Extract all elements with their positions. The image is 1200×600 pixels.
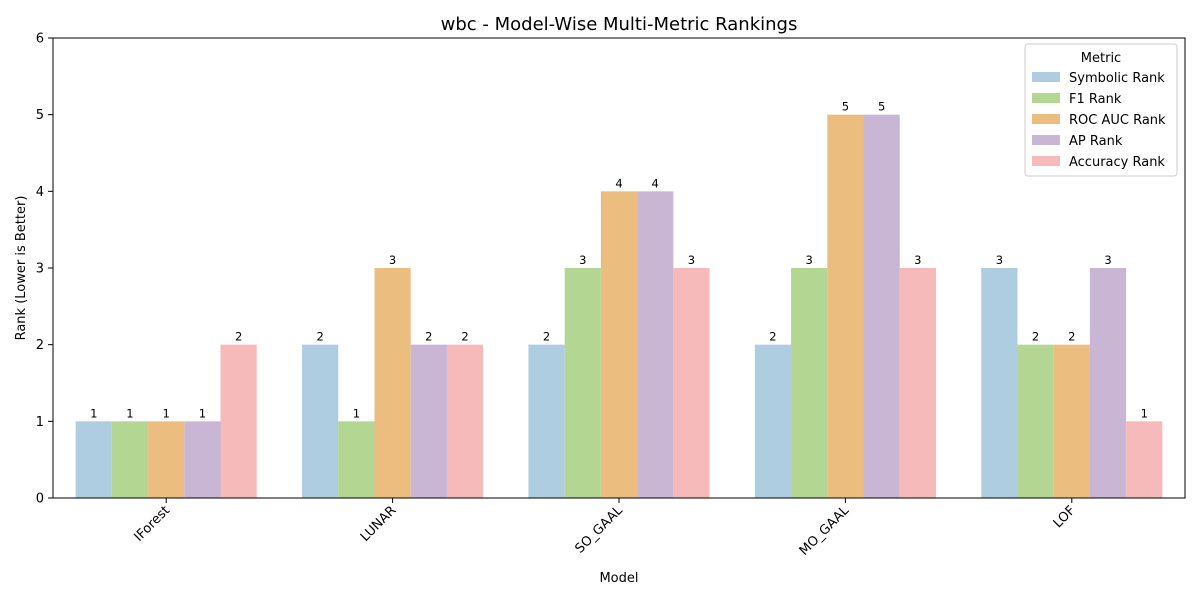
legend-title: Metric: [1081, 51, 1121, 66]
legend-entry-label: AP Rank: [1069, 134, 1123, 149]
bar-value-label: 1: [199, 406, 206, 420]
bar-value-label: 1: [1141, 406, 1148, 420]
bar-so_gaal-3: [637, 191, 674, 499]
y-tick-label: 6: [36, 32, 44, 47]
y-tick-label: 2: [36, 338, 44, 353]
legend-swatch: [1032, 135, 1060, 145]
bar-value-label: 3: [806, 253, 813, 267]
bar-lof-2: [1053, 344, 1090, 498]
y-tick-label: 4: [36, 185, 44, 200]
bar-value-label: 3: [914, 253, 921, 267]
bar-so_gaal-0: [528, 344, 565, 498]
bar-iforest-4: [220, 344, 257, 498]
bar-mo_gaal-1: [791, 268, 828, 498]
bar-lof-4: [1126, 421, 1163, 498]
y-tick-label: 1: [36, 415, 44, 430]
legend-frame: [1024, 43, 1178, 177]
bar-value-label: 2: [543, 330, 550, 344]
bar-lunar-4: [446, 344, 484, 498]
x-tick-label: LUNAR: [358, 503, 400, 545]
legend-entry-label: Accuracy Rank: [1069, 155, 1165, 170]
bar-value-label: 3: [996, 253, 1003, 267]
bar-value-label: 2: [1068, 330, 1075, 344]
bar-so_gaal-1: [564, 268, 601, 498]
x-tick-label: SO_GAAL: [572, 503, 626, 557]
bar-value-label: 2: [316, 330, 323, 344]
bar-mo_gaal-2: [827, 114, 864, 499]
bar-value-label: 3: [389, 253, 396, 267]
bar-mo_gaal-4: [899, 268, 936, 498]
bar-lof-3: [1089, 268, 1127, 498]
bar-lunar-1: [338, 421, 375, 498]
bar-mo_gaal-0: [754, 344, 792, 498]
y-tick-label: 3: [36, 262, 44, 277]
bar-value-label: 3: [688, 253, 695, 267]
legend-swatch: [1032, 72, 1060, 82]
bar-lunar-0: [302, 344, 339, 498]
bar-value-label: 5: [842, 100, 849, 114]
legend: Metric Symbolic Rank F1 Rank ROC AUC Rank A…: [1024, 43, 1178, 177]
bar-value-label: 1: [353, 406, 360, 420]
x-tick-label: IForest: [131, 503, 173, 545]
bar-iforest-3: [184, 421, 221, 498]
y-axis: 0 1 2 3 4 5 6: [36, 32, 53, 507]
bar-iforest-0: [75, 421, 112, 498]
bar-lunar-3: [410, 344, 447, 498]
legend-swatch: [1032, 156, 1060, 166]
y-tick-label: 0: [36, 492, 44, 507]
bar-value-label: 3: [1104, 253, 1111, 267]
bar-value-label: 2: [461, 330, 468, 344]
legend-swatch: [1032, 93, 1060, 103]
bar-so_gaal-2: [600, 191, 638, 499]
bar-value-label: 2: [235, 330, 242, 344]
x-tick-label: MO_GAAL: [797, 503, 853, 559]
bar-value-label: 1: [126, 406, 133, 420]
bar-value-label: 4: [652, 176, 659, 190]
bar-mo_gaal-3: [863, 114, 900, 499]
bar-iforest-2: [148, 421, 185, 498]
legend-entry-label: F1 Rank: [1069, 92, 1122, 107]
legend-entry-label: ROC AUC Rank: [1069, 113, 1166, 128]
bar-so_gaal-4: [673, 268, 710, 498]
plot-frame: [52, 37, 1186, 499]
chart-title: wbc - Model-Wise Multi-Metric Rankings: [441, 14, 798, 35]
bar-labels-group: 1 2 2 2 3 1 1 3 3 2 1 3 4 5 2 1 2 4 5 3 2 2 3 3 1: [90, 100, 1148, 421]
legend-swatch: [1032, 114, 1060, 124]
x-axis: IForest LUNAR SO_GAAL MO_GAAL LOF: [131, 498, 1079, 559]
x-axis-label: Model: [599, 571, 638, 586]
bar-value-label: 2: [425, 330, 432, 344]
bar-value-label: 2: [1032, 330, 1039, 344]
bar-iforest-1: [111, 421, 149, 498]
bar-lunar-2: [374, 268, 411, 498]
bar-value-label: 1: [163, 406, 170, 420]
bar-lof-0: [981, 268, 1018, 498]
x-tick-label: LOF: [1051, 503, 1079, 531]
bar-value-label: 2: [769, 330, 776, 344]
bar-value-label: 4: [615, 176, 622, 190]
y-tick-label: 5: [36, 108, 44, 123]
bar-value-label: 3: [579, 253, 586, 267]
bars-group: [75, 114, 1163, 499]
bar-lof-1: [1017, 344, 1054, 498]
y-axis-label: Rank (Lower is Better): [14, 196, 29, 341]
bar-value-label: 5: [878, 100, 885, 114]
bar-value-label: 1: [90, 406, 97, 420]
legend-entry-label: Symbolic Rank: [1069, 71, 1165, 86]
